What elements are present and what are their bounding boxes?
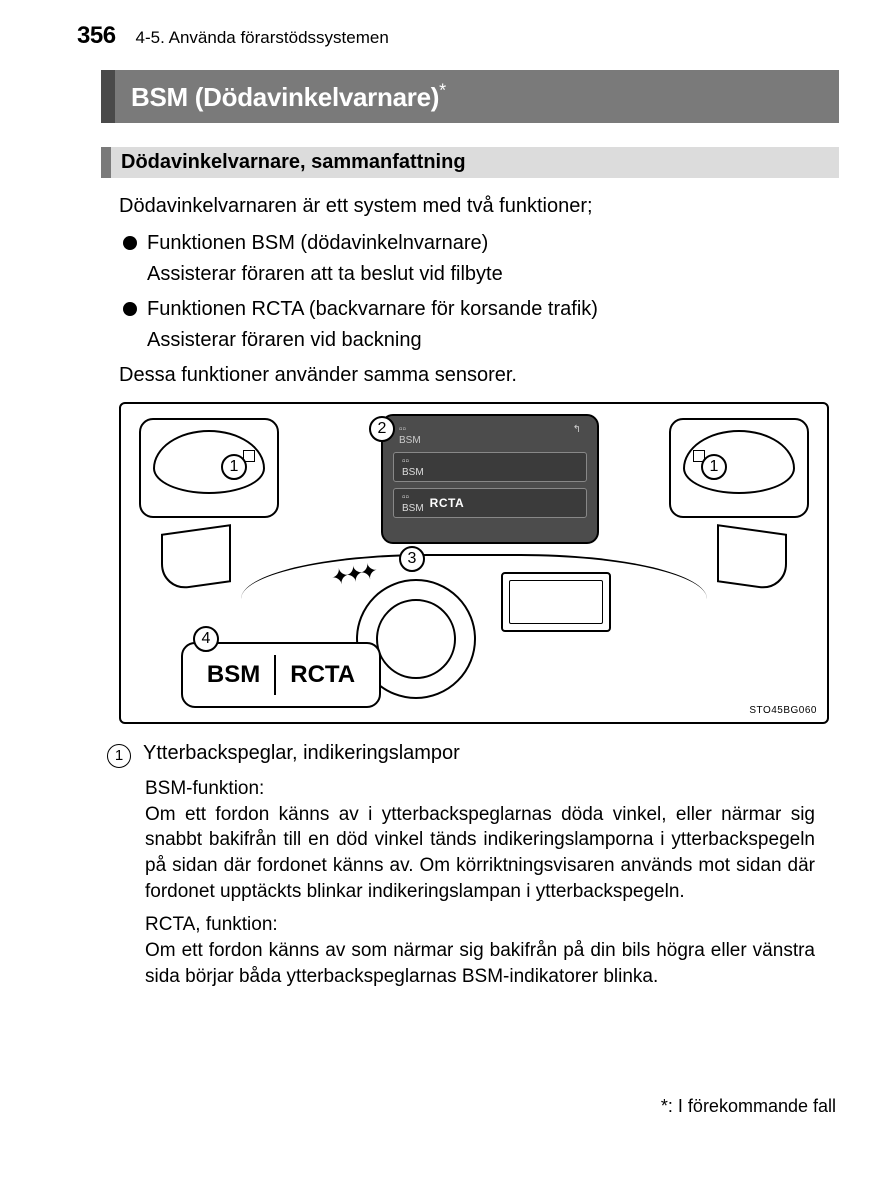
bsm-label: BSM — [207, 661, 260, 689]
intro-text: Dödavinkelvarnaren är ett system med två… — [119, 192, 829, 221]
left-mirror-base — [161, 524, 231, 592]
subsection-bar: Dödavinkelvarnare, sammanfattning — [101, 147, 839, 178]
sensors-note: Dessa funktioner använder samma sensorer… — [119, 361, 829, 390]
left-mirror-callout — [139, 418, 279, 518]
bullet-head: Funktionen RCTA (backvarnare för korsand… — [147, 295, 598, 324]
footnote-asterisk: * — [661, 1096, 668, 1116]
callout-1-left: 1 — [221, 454, 247, 480]
item-1-title: Ytterbackspeglar, indikeringslampor — [143, 742, 460, 765]
item-1-row: 1 Ytterbackspeglar, indikeringslampor — [107, 742, 829, 768]
manual-page: 356 4-5. Använda förarstödssystemen BSM … — [0, 0, 884, 990]
settings-screen: ▫▫BSM↰ ▫▫BSM ▫▫BSMRCTA — [381, 414, 599, 544]
bullet-item: Funktionen RCTA (backvarnare för korsand… — [123, 295, 829, 324]
bullet-sub: Assisterar föraren vid backning — [147, 326, 829, 355]
right-mirror-base — [717, 524, 787, 592]
page-title: BSM (Dödavinkelvarnare)* — [131, 82, 446, 112]
callout-2: 2 — [369, 416, 395, 442]
dashboard-illustration: 1 1 ▫▫BSM↰ ▫▫BSM ▫▫BSMRCTA 2 ✦✦✦ 3 BSM R… — [119, 402, 829, 724]
bsm-function-label: BSM-funktion: — [145, 778, 815, 800]
page-number: 356 — [77, 22, 116, 50]
bullet-sub: Assisterar föraren att ta beslut vid fil… — [147, 260, 829, 289]
title-text: BSM (Dödavinkelvarnare) — [131, 82, 439, 112]
screen-row: ▫▫BSM — [393, 452, 587, 482]
divider — [274, 655, 276, 695]
center-display — [501, 572, 611, 632]
body-text: Dödavinkelvarnaren är ett system med två… — [119, 192, 829, 390]
item-number-icon: 1 — [107, 744, 131, 768]
bullet-icon — [123, 302, 137, 316]
title-asterisk: * — [439, 80, 446, 100]
screen-top-row: ▫▫BSM↰ — [393, 424, 587, 446]
item-1-description: BSM-funktion: Om ett fordon känns av i y… — [145, 778, 815, 990]
screen-row-rcta: ▫▫BSMRCTA — [393, 488, 587, 518]
chapter-title: 4-5. Använda förarstödssystemen — [136, 28, 389, 48]
title-bar: BSM (Dödavinkelvarnare)* — [101, 70, 839, 123]
callout-1-right: 1 — [701, 454, 727, 480]
illustration-container: 1 1 ▫▫BSM↰ ▫▫BSM ▫▫BSMRCTA 2 ✦✦✦ 3 BSM R… — [119, 402, 829, 724]
footnote: *: I förekommande fall — [661, 1096, 836, 1117]
bullet-head: Funktionen BSM (dödavinkelnvarnare) — [147, 229, 488, 258]
bullet-item: Funktionen BSM (dödavinkelnvarnare) — [123, 229, 829, 258]
rcta-function-text: Om ett fordon känns av som närmar sig ba… — [145, 938, 815, 989]
page-header: 356 4-5. Använda förarstödssystemen — [45, 22, 839, 50]
right-mirror-callout — [669, 418, 809, 518]
rcta-function-label: RCTA, funktion: — [145, 914, 815, 936]
screen-rcta-label: RCTA — [430, 496, 464, 510]
bsm-function-text: Om ett fordon känns av i ytterbackspegla… — [145, 802, 815, 905]
footnote-text: : I förekommande fall — [668, 1096, 836, 1116]
callout-4: 4 — [193, 626, 219, 652]
subsection-title: Dödavinkelvarnare, sammanfattning — [121, 151, 829, 174]
callout-3: 3 — [399, 546, 425, 572]
bsm-rcta-label-box: BSM RCTA — [181, 642, 381, 708]
bullet-icon — [123, 236, 137, 250]
image-code: STO45BG060 — [749, 705, 817, 716]
rcta-label: RCTA — [290, 661, 355, 689]
